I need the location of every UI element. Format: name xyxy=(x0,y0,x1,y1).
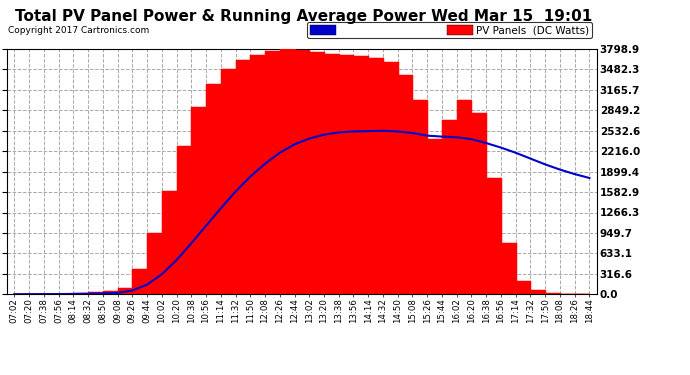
Text: Total PV Panel Power & Running Average Power Wed Mar 15  19:01: Total PV Panel Power & Running Average P… xyxy=(15,9,592,24)
Legend: Average  (DC Watts), PV Panels  (DC Watts): Average (DC Watts), PV Panels (DC Watts) xyxy=(307,22,591,38)
Text: Copyright 2017 Cartronics.com: Copyright 2017 Cartronics.com xyxy=(8,26,149,35)
